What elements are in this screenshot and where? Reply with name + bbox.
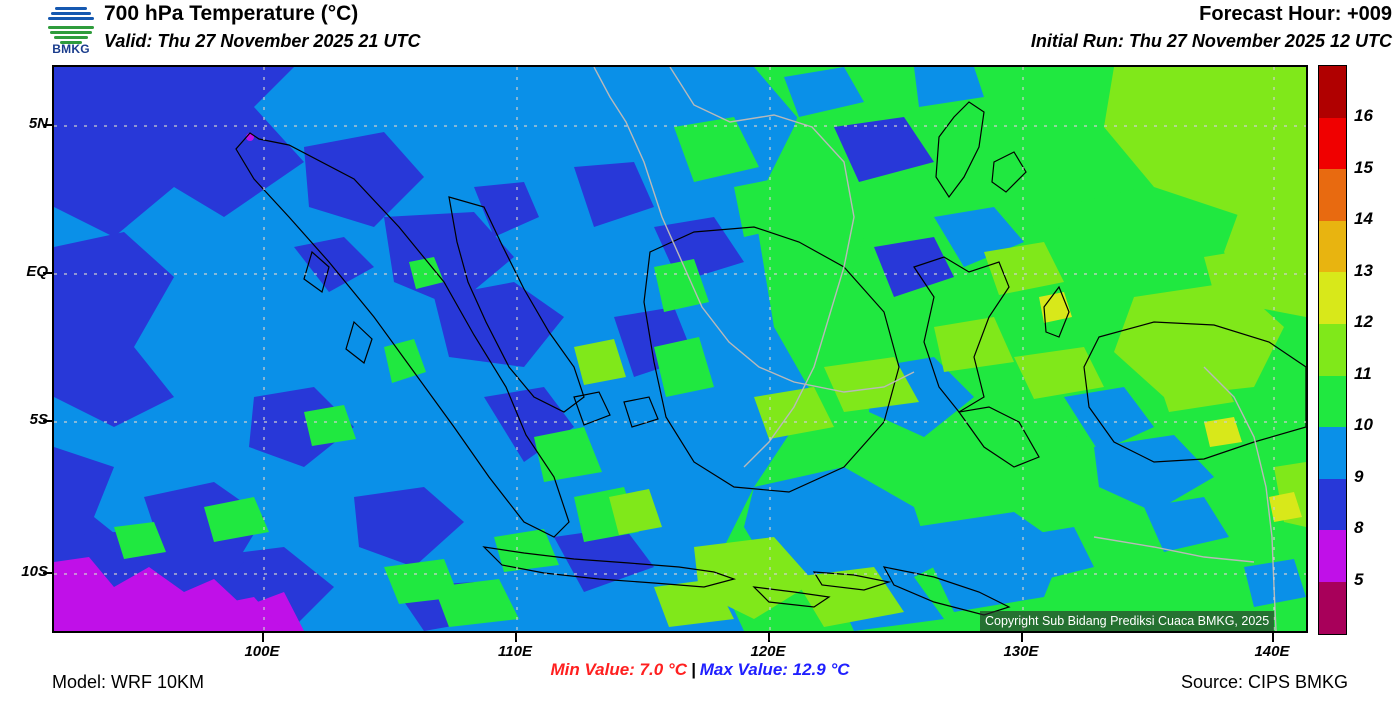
colorbar-band-9-10 <box>1319 427 1346 479</box>
lat-tick-label-5n: 5N <box>28 115 48 132</box>
lon-tick-mark-100e <box>262 633 264 642</box>
lon-tick-mark-140e <box>1272 633 1274 642</box>
logo-disc-icon <box>46 2 96 46</box>
lat-tick-label-5s: 5S <box>29 411 48 428</box>
colorbar-band-5-8 <box>1319 530 1346 582</box>
bmkg-logo: BMKG <box>36 2 104 56</box>
lon-tick-label-130e: 130E <box>1003 643 1039 660</box>
page-title: 700 hPa Temperature (°C) <box>104 2 359 25</box>
min-value-label: Min Value: 7.0 °C <box>550 660 687 679</box>
colorbar-band-below5 <box>1319 582 1346 634</box>
lon-tick-label-100e: 100E <box>244 643 280 660</box>
colorbar-band-15-16 <box>1319 117 1346 170</box>
colorbar-label-14: 14 <box>1354 209 1373 228</box>
valid-time-label: Valid: Thu 27 November 2025 21 UTC <box>104 31 421 51</box>
temperature-colorbar[interactable] <box>1318 65 1347 635</box>
model-label: Model: WRF 10KM <box>52 672 205 692</box>
colorbar-band-10-11 <box>1319 375 1346 428</box>
colorbar-band-12-13 <box>1319 272 1346 324</box>
colorbar-band-11-12 <box>1319 324 1346 376</box>
forecast-hour-label: Forecast Hour: +009 <box>1199 3 1392 25</box>
colorbar-band-13-14 <box>1319 220 1346 273</box>
lon-tick-label-140e: 140E <box>1254 643 1290 660</box>
lon-tick-label-120e: 120E <box>750 643 786 660</box>
temperature-field-map <box>54 67 1306 631</box>
colorbar-band-16plus <box>1319 66 1346 118</box>
lat-tick-mark-10s <box>43 572 52 574</box>
colorbar-label-5: 5 <box>1354 570 1364 589</box>
colorbar-label-12: 12 <box>1354 312 1373 331</box>
colorbar-band-14-15 <box>1319 169 1346 221</box>
colorbar-label-15: 15 <box>1354 158 1373 177</box>
colorbar-band-8-9 <box>1319 478 1346 531</box>
initial-run-label: Initial Run: Thu 27 November 2025 12 UTC <box>1030 31 1392 51</box>
logo-wordmark: BMKG <box>52 42 90 56</box>
source-label: Source: CIPS BMKG <box>1180 672 1348 692</box>
lat-tick-label-eq: EQ <box>26 263 48 280</box>
max-value-label: Max Value: 12.9 °C <box>699 660 850 679</box>
min-max-values: Min Value: 7.0 °C | Max Value: 12.9 °C <box>0 660 1400 680</box>
map-plot-area[interactable]: Copyright Sub Bidang Prediksi Cuaca BMKG… <box>52 65 1308 633</box>
min-max-separator: | <box>690 660 696 679</box>
colorbar-label-13: 13 <box>1354 261 1373 280</box>
lat-tick-mark-eq <box>43 272 52 274</box>
colorbar-label-8: 8 <box>1354 518 1364 537</box>
lon-tick-mark-120e <box>768 633 770 642</box>
copyright-watermark: Copyright Sub Bidang Prediksi Cuaca BMKG… <box>980 611 1275 631</box>
header-bar: BMKG 700 hPa Temperature (°C) Valid: Thu… <box>0 0 1400 60</box>
lat-tick-mark-5s <box>43 420 52 422</box>
colorbar-label-16: 16 <box>1354 106 1373 125</box>
colorbar-label-11: 11 <box>1354 364 1372 383</box>
lat-tick-label-10s: 10S <box>21 563 48 580</box>
colorbar-label-9: 9 <box>1354 467 1364 486</box>
lat-tick-mark-5n <box>43 124 52 126</box>
lon-tick-label-110e: 110E <box>498 643 532 660</box>
colorbar-label-10: 10 <box>1354 415 1373 434</box>
lon-tick-mark-130e <box>1021 633 1023 642</box>
lon-tick-mark-110e <box>515 633 517 642</box>
